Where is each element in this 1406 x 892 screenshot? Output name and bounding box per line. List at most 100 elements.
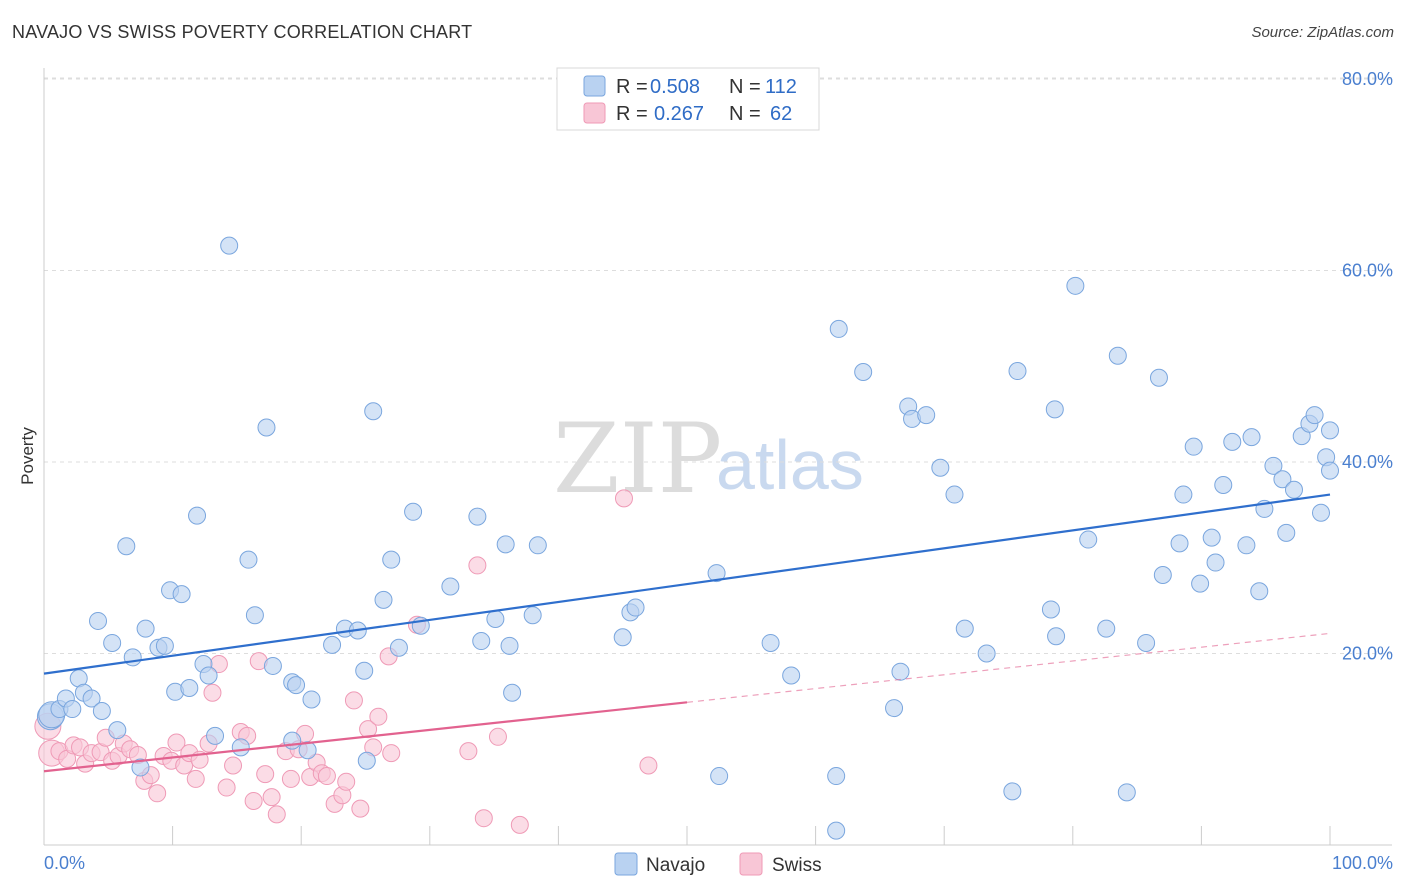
navajo-point [287, 676, 306, 695]
swiss-point [262, 788, 281, 807]
bottom-legend-navajo-label: Navajo [646, 855, 705, 876]
swiss-point [382, 744, 401, 763]
navajo-point [503, 683, 522, 702]
swiss-point [167, 733, 186, 752]
swiss-point [344, 691, 363, 710]
x-tick-label: 100.0% [1332, 853, 1393, 873]
swiss-point [186, 769, 205, 788]
legend-navajo-n-label: N = [729, 76, 761, 98]
navajo-point [1079, 530, 1098, 549]
legend-navajo-swatch [583, 75, 606, 97]
swiss-point [267, 805, 286, 824]
navajo-point [257, 418, 276, 437]
navajo-point [977, 644, 996, 663]
legend-swiss-n-value: 62 [770, 103, 792, 125]
navajo-point [1250, 582, 1269, 601]
navajo-point [180, 678, 199, 697]
swiss-point [148, 784, 167, 803]
navajo-point [1191, 574, 1210, 593]
navajo-point [945, 485, 964, 504]
navajo-trend-line [43, 493, 1331, 675]
navajo-point [1174, 485, 1193, 504]
navajo-point [523, 606, 542, 625]
swiss-point [337, 772, 356, 791]
watermark-atlas: atlas [716, 426, 864, 504]
navajo-point [404, 502, 423, 521]
navajo-point [854, 362, 873, 381]
navajo-point [1008, 362, 1027, 381]
swiss-point [488, 727, 507, 746]
swiss-point [317, 767, 336, 786]
y-axis-tick-labels: 20.0% 40.0% 60.0% 80.0% [1342, 69, 1393, 664]
swiss-point [217, 778, 236, 797]
navajo-point [1149, 368, 1168, 387]
navajo-point [374, 590, 393, 609]
navajo-point [496, 535, 515, 554]
navajo-point [441, 577, 460, 596]
navajo-point [1153, 565, 1172, 584]
navajo-point [1305, 406, 1324, 425]
navajo-point [220, 236, 239, 255]
legend-navajo-r-label: R = [616, 76, 648, 98]
navajo-point [239, 550, 258, 569]
navajo-point [136, 619, 155, 638]
source-credit: Source: ZipAtlas.com [1251, 24, 1394, 41]
chart-title: NAVAJO VS SWISS POVERTY CORRELATION CHAR… [12, 22, 473, 42]
navajo-point [468, 507, 487, 526]
navajo-point [891, 662, 910, 681]
navajo-point [1237, 536, 1256, 555]
legend-navajo-r-value: 0.508 [650, 76, 700, 98]
swiss-point [474, 809, 493, 828]
bottom-legend-swiss-label: Swiss [772, 855, 822, 876]
legend-navajo-n-value: 112 [765, 76, 797, 98]
swiss-trend-line-extension [686, 632, 1331, 703]
navajo-point [1047, 627, 1066, 646]
navajo-point [1170, 534, 1189, 553]
navajo-point [917, 406, 936, 425]
legend-swiss-r-label: R = [616, 103, 648, 125]
x-tick-label: 0.0% [44, 853, 85, 873]
navajo-point [1137, 633, 1156, 652]
navajo-point [472, 632, 491, 651]
navajo-point [263, 656, 282, 675]
navajo-point [108, 721, 127, 740]
navajo-point [92, 701, 111, 720]
navajo-point [528, 536, 547, 555]
navajo-point [1284, 480, 1303, 499]
navajo-point [931, 458, 950, 477]
navajo-point [199, 666, 218, 685]
swiss-point [256, 765, 275, 784]
swiss-point [351, 799, 370, 818]
legend-swiss-r-value: 0.267 [654, 103, 704, 125]
navajo-point [355, 661, 374, 680]
navajo-point [1184, 437, 1203, 456]
swiss-point [468, 556, 487, 575]
x-axis-ticks [172, 826, 1331, 845]
navajo-point [827, 821, 846, 840]
navajo-point [1264, 456, 1283, 475]
navajo-point [1202, 528, 1221, 547]
navajo-point [955, 619, 974, 638]
navajo-points [36, 236, 1339, 840]
navajo-point [131, 758, 150, 777]
swiss-point [614, 489, 633, 508]
navajo-point [782, 666, 801, 685]
navajo-point [761, 633, 780, 652]
navajo-point [82, 689, 101, 708]
y-tick-label: 20.0% [1342, 644, 1393, 664]
swiss-point [369, 707, 388, 726]
navajo-point [382, 550, 401, 569]
navajo-point [829, 319, 848, 338]
navajo-point [827, 767, 846, 786]
navajo-point [1041, 600, 1060, 619]
swiss-point [203, 683, 222, 702]
navajo-point [1206, 553, 1225, 572]
navajo-point [89, 611, 108, 630]
navajo-point [172, 585, 191, 604]
navajo-point [283, 731, 302, 750]
navajo-point [206, 726, 225, 745]
navajo-point [1003, 782, 1022, 801]
swiss-point [244, 791, 263, 810]
x-axis-tick-labels: 0.0% 100.0% [44, 853, 1393, 873]
